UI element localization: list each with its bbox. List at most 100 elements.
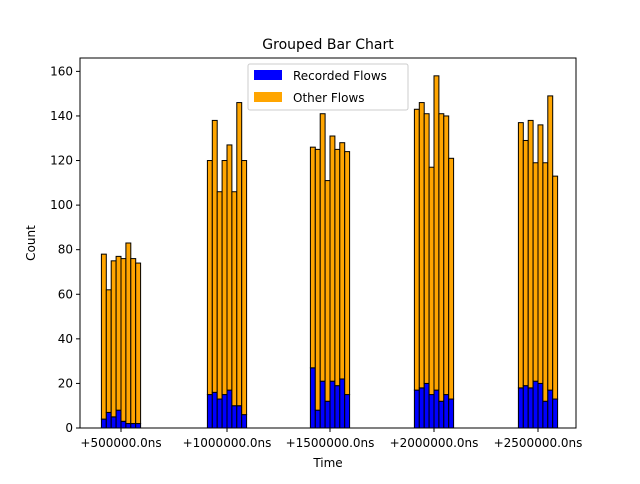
bar-other-flows	[552, 175, 559, 400]
bar-other-flows	[448, 157, 455, 400]
bar-other-flows	[438, 113, 445, 402]
bar-recorded-flows	[423, 382, 430, 429]
bar-recorded-flows	[211, 391, 218, 429]
bar-recorded-flows	[537, 382, 544, 429]
bar-recorded-flows	[130, 423, 137, 429]
bar-recorded-flows	[236, 405, 243, 429]
bar-recorded-flows	[428, 394, 435, 429]
x-axis: +500000.0ns +1000000.0ns +1500000.0ns +2000…	[80, 428, 582, 450]
bar-other-flows	[221, 160, 228, 396]
bar-other-flows	[522, 139, 529, 387]
bar-other-flows	[135, 262, 142, 425]
y-tick-label: 20	[58, 376, 73, 390]
bar-other-flows	[532, 162, 539, 382]
bar-recorded-flows	[532, 380, 539, 429]
bar-other-flows	[110, 260, 117, 418]
bar-other-flows	[125, 242, 132, 425]
bar-recorded-flows	[120, 420, 127, 429]
bar-recorded-flows	[226, 389, 233, 429]
bar-other-flows	[423, 113, 430, 384]
y-tick-label: 80	[58, 243, 73, 257]
x-axis-label: Time	[312, 456, 342, 470]
legend-box	[247, 63, 409, 111]
x-tick-label: +1000000.0ns	[183, 436, 272, 450]
bar-other-flows	[344, 151, 351, 396]
bar-recorded-flows	[125, 423, 132, 429]
x-tick-label: +1500000.0ns	[286, 436, 375, 450]
bar-other-flows	[105, 289, 112, 413]
x-tick-label: +500000.0ns	[80, 436, 161, 450]
plot-frame	[79, 57, 577, 429]
x-tick-label: +2500000.0ns	[494, 436, 583, 450]
bar-other-flows	[418, 102, 425, 389]
bar-recorded-flows	[552, 398, 559, 429]
bar-recorded-flows	[334, 385, 341, 429]
x-tick-label: +2000000.0ns	[390, 436, 479, 450]
y-tick-label: 40	[58, 332, 73, 346]
bar-other-flows	[334, 148, 341, 387]
legend-swatch-other-flows	[254, 92, 282, 102]
bar-other-flows	[231, 191, 238, 407]
bar-other-flows	[120, 258, 127, 422]
bar-recorded-flows	[542, 400, 549, 429]
y-tick-label: 140	[50, 109, 73, 123]
bar-recorded-flows	[418, 387, 425, 429]
bar-other-flows	[339, 142, 346, 380]
bar-other-flows	[329, 135, 336, 382]
y-tick-label: 60	[58, 287, 73, 301]
bar-recorded-flows	[319, 380, 326, 429]
bar-other-flows	[309, 146, 316, 369]
bar-recorded-flows	[438, 400, 445, 429]
bar-recorded-flows	[329, 380, 336, 429]
bar-other-flows	[130, 258, 137, 425]
legend: Recorded Flows Other Flows	[247, 63, 409, 111]
legend-swatch-recorded-flows	[254, 70, 282, 80]
bar-other-flows	[527, 119, 534, 389]
bar-recorded-flows	[115, 409, 122, 429]
legend-label-recorded-flows: Recorded Flows	[293, 69, 387, 83]
bar-other-flows	[319, 113, 326, 382]
bar-recorded-flows	[100, 418, 107, 429]
bar-recorded-flows	[231, 405, 238, 429]
bar-other-flows	[433, 75, 440, 391]
bars-layer	[100, 75, 559, 429]
y-tick-label: 0	[65, 421, 73, 435]
bar-other-flows	[324, 180, 331, 402]
bar-other-flows	[542, 162, 549, 402]
bar-other-flows	[100, 253, 107, 420]
bar-recorded-flows	[309, 367, 316, 429]
legend-label-other-flows: Other Flows	[293, 91, 365, 105]
bar-other-flows	[226, 144, 233, 391]
bar-other-flows	[443, 115, 450, 396]
bar-other-flows	[206, 160, 213, 396]
y-axis: 0 20 40 60 80 100 120 140 160	[50, 64, 80, 435]
bar-other-flows	[115, 255, 122, 411]
chart-title: Grouped Bar Chart	[262, 37, 394, 53]
bar-recorded-flows	[547, 389, 554, 429]
bar-recorded-flows	[448, 398, 455, 429]
bar-other-flows	[537, 124, 544, 384]
y-axis-label: Count	[24, 225, 38, 261]
y-tick-label: 100	[50, 198, 73, 212]
bar-recorded-flows	[135, 423, 142, 429]
bar-other-flows	[314, 148, 321, 411]
bar-recorded-flows	[517, 387, 524, 429]
bar-recorded-flows	[241, 414, 248, 429]
bar-recorded-flows	[324, 400, 331, 429]
bar-recorded-flows	[443, 394, 450, 429]
bar-recorded-flows	[344, 394, 351, 429]
bar-other-flows	[236, 102, 243, 407]
bar-recorded-flows	[110, 416, 117, 429]
bar-other-flows	[241, 160, 248, 416]
bar-recorded-flows	[433, 389, 440, 429]
bar-recorded-flows	[216, 398, 223, 429]
bar-other-flows	[428, 166, 435, 396]
bar-other-flows	[547, 95, 554, 391]
bar-other-flows	[517, 122, 524, 389]
bar-recorded-flows	[314, 409, 321, 429]
y-tick-label: 120	[50, 154, 73, 168]
bar-other-flows	[216, 191, 223, 400]
bar-recorded-flows	[527, 387, 534, 429]
